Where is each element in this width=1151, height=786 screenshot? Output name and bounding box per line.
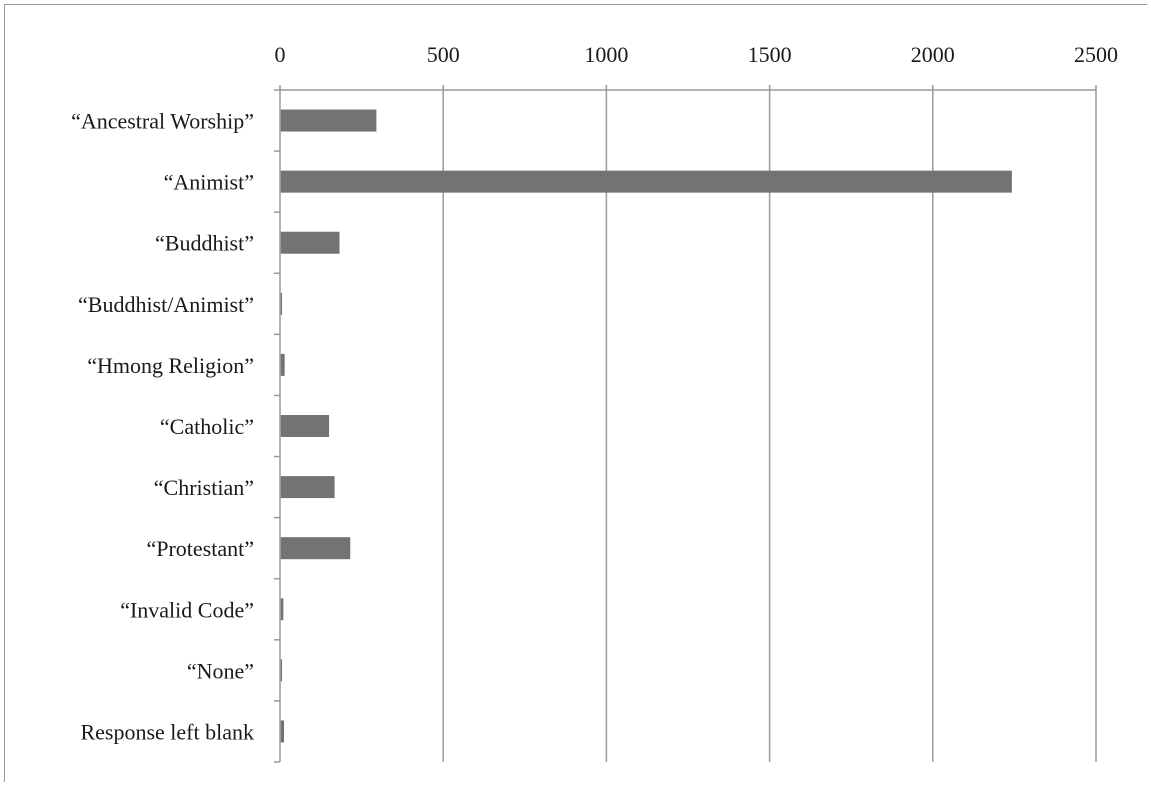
- bar: [280, 292, 283, 315]
- x-tick-label: 1000: [584, 42, 628, 67]
- bar: [280, 353, 285, 376]
- x-tick-label: 2000: [911, 42, 955, 67]
- bar: [280, 537, 351, 560]
- category-label: “Ancestral Worship”: [71, 109, 254, 134]
- category-label: “Christian”: [154, 475, 254, 500]
- bar: [280, 415, 330, 437]
- bar: [280, 109, 377, 132]
- category-label: “Hmong Religion”: [87, 353, 254, 378]
- bar: [280, 598, 284, 621]
- category-label: “Catholic”: [160, 414, 254, 439]
- bar: [280, 231, 340, 254]
- category-label: “Animist”: [164, 170, 254, 195]
- category-label: “Protestant”: [146, 536, 254, 561]
- x-tick-label: 0: [275, 42, 286, 67]
- x-tick-label: 2500: [1074, 42, 1118, 67]
- category-label: Response left blank: [80, 719, 254, 744]
- bar: [280, 659, 283, 682]
- x-tick-label: 500: [427, 42, 460, 67]
- bar: [280, 720, 285, 743]
- bar: [280, 170, 1012, 193]
- category-label: “Buddhist”: [155, 231, 254, 256]
- category-label: “None”: [187, 658, 254, 683]
- bar: [280, 476, 335, 499]
- category-label: “Invalid Code”: [120, 597, 254, 622]
- chart-frame: [4, 4, 1147, 782]
- category-label: “Buddhist/Animist”: [78, 292, 254, 317]
- x-tick-label: 1500: [748, 42, 792, 67]
